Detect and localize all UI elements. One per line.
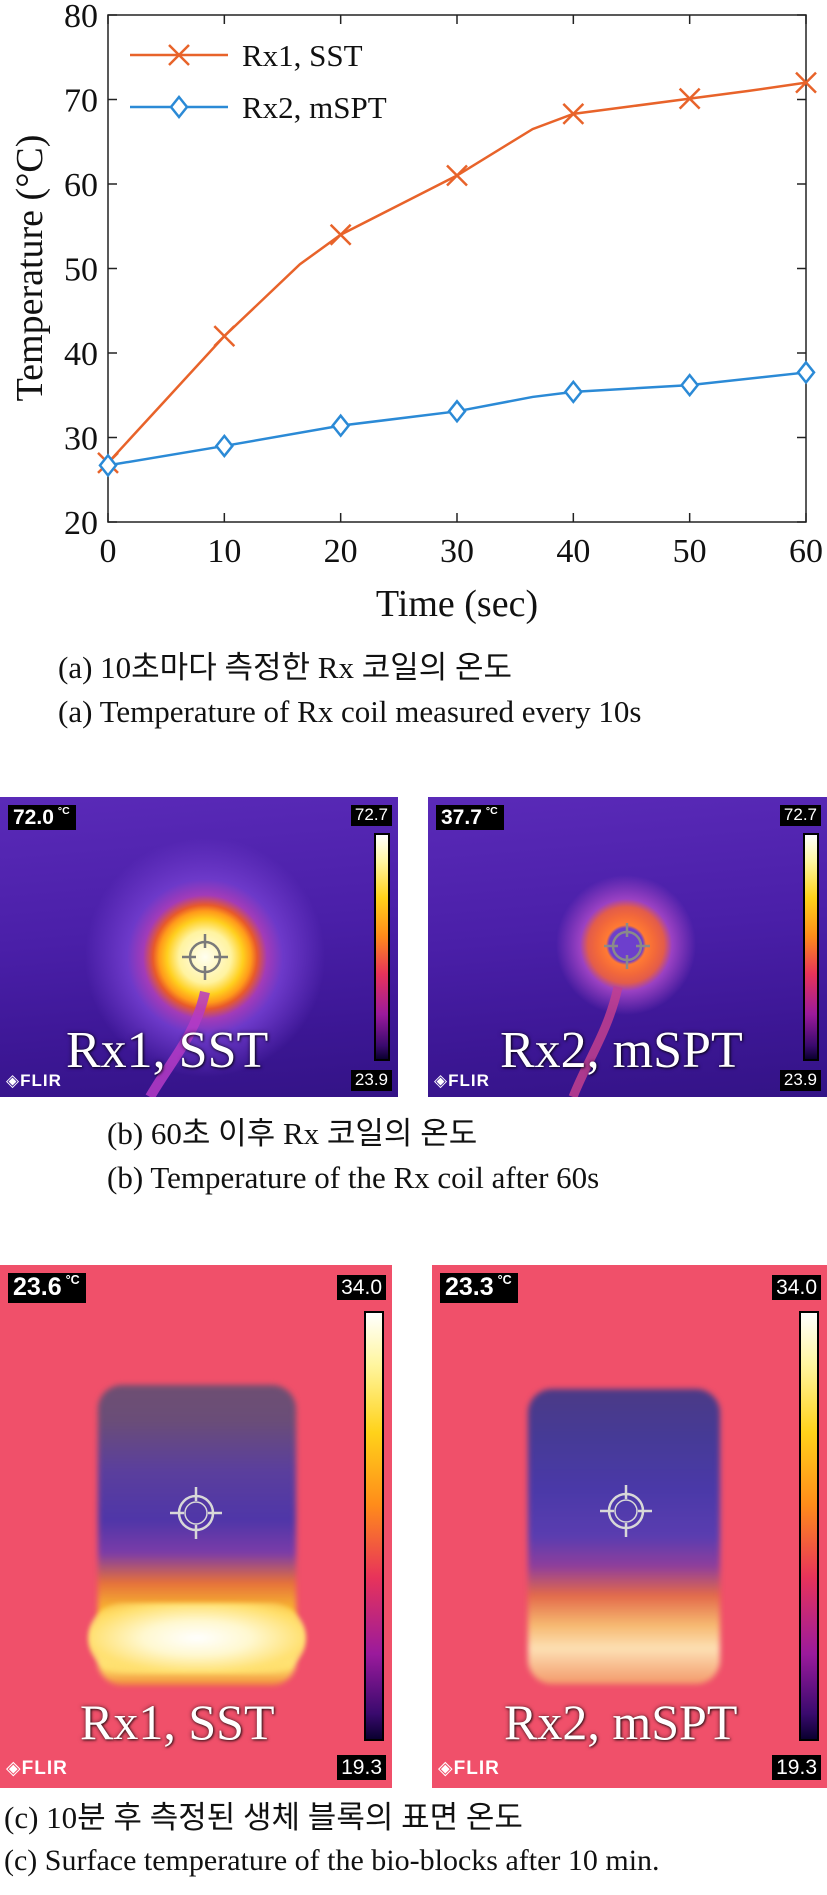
x-axis: 0 10 20 30 40 50 60 <box>100 15 823 570</box>
bio-block-body <box>528 1389 720 1684</box>
color-scale-bar <box>364 1311 384 1741</box>
data-point <box>562 102 585 125</box>
probe-cable-rx1 <box>145 990 210 1097</box>
x-tick-label: 40 <box>556 533 590 570</box>
y-tick-label: 60 <box>64 167 98 204</box>
plot-frame <box>107 14 807 523</box>
spot-temperature-readout: 23.3 °C <box>440 1273 518 1303</box>
spot-temperature-readout: 23.6 °C <box>8 1273 86 1303</box>
temperature-line-chart: 20 30 40 50 60 70 80 0 10 20 30 40 50 60 Temperature… <box>9 0 823 625</box>
scale-min-value: 23.9 <box>350 1070 392 1091</box>
y-tick-label: 20 <box>64 505 98 542</box>
x-tick-label: 50 <box>673 533 707 570</box>
thermal-image-b-rx1: 72.0 °C 72.7 23.9 Rx1, SST ◈FLIR <box>0 797 398 1097</box>
data-point <box>563 379 583 404</box>
x-tick-label: 20 <box>324 533 358 570</box>
y-tick-label: 50 <box>64 252 98 289</box>
caption-c-korean: (c) 10분 후 측정된 생체 블록의 표면 온도 <box>4 1800 523 1835</box>
data-point <box>678 87 701 110</box>
data-point <box>795 71 817 94</box>
color-scale-bar <box>799 1311 819 1741</box>
flir-logo: ◈FLIR <box>6 1071 62 1090</box>
y-tick-label: 70 <box>64 83 98 120</box>
caption-c-english: (c) Surface temperature of the bio-block… <box>4 1844 660 1877</box>
data-point <box>331 413 351 438</box>
legend-label: Rx1, SST <box>242 38 363 73</box>
thermal-image-b-rx2: 37.7 °C 72.7 23.9 Rx2, mSPT ◈FLIR <box>428 797 827 1097</box>
scale-min-value: 23.9 <box>779 1070 821 1091</box>
x-tick-label: 30 <box>440 533 474 570</box>
scale-max-value: 72.7 <box>350 805 392 826</box>
thermal-label: Rx2, mSPT <box>504 1694 738 1750</box>
data-point <box>680 373 700 398</box>
series-layer <box>97 71 817 478</box>
y-tick-label: 80 <box>64 0 98 35</box>
legend-marker <box>169 94 189 120</box>
scale-min-value: 19.3 <box>337 1754 386 1780</box>
y-tick-label: 40 <box>64 336 98 373</box>
color-scale-bar <box>374 833 390 1061</box>
bio-block-hot-band <box>88 1603 306 1673</box>
measurement-crosshair-icon <box>170 1487 222 1539</box>
measurement-crosshair-icon <box>600 1485 652 1537</box>
color-scale-bar <box>803 833 819 1061</box>
thermal-image-c-rx1: 23.6 °C 34.0 19.3 Rx1, SST ◈FLIR <box>0 1265 392 1788</box>
x-tick-label: 10 <box>207 533 241 570</box>
measurement-crosshair-icon <box>604 923 650 969</box>
data-point <box>213 325 236 347</box>
measurement-crosshair-icon <box>182 934 228 980</box>
caption-a-korean: (a) 10초마다 측정한 Rx 코일의 온도 <box>58 650 513 685</box>
series-line <box>107 371 807 467</box>
data-point <box>329 223 352 246</box>
data-point <box>446 164 468 187</box>
thermal-label: Rx1, SST <box>80 1694 275 1750</box>
data-point <box>214 433 234 458</box>
thermal-image-c-rx2: 23.3 °C 34.0 19.3 Rx2, mSPT ◈FLIR <box>432 1265 827 1788</box>
y-tick-label: 30 <box>64 421 98 458</box>
legend-label: Rx2, mSPT <box>242 90 387 125</box>
x-axis-label: Time (sec) <box>376 583 538 625</box>
legend-marker <box>168 44 190 66</box>
scale-max-value: 34.0 <box>772 1275 821 1301</box>
caption-a-english: (a) Temperature of Rx coil measured ever… <box>58 694 642 729</box>
scale-min-value: 19.3 <box>772 1754 821 1780</box>
data-point <box>98 453 118 478</box>
flir-logo: ◈FLIR <box>434 1071 490 1090</box>
x-tick-label: 60 <box>789 533 823 570</box>
scale-max-value: 34.0 <box>337 1275 386 1301</box>
data-point <box>447 399 467 424</box>
flir-logo: ◈FLIR <box>438 1758 500 1779</box>
legend: Rx1, SST Rx2, mSPT <box>130 38 387 125</box>
data-point <box>796 360 816 385</box>
y-axis-label: Temperature (°C) <box>9 135 51 402</box>
thermal-label: Rx2, mSPT <box>500 1022 743 1079</box>
scale-max-value: 72.7 <box>779 805 821 826</box>
thermal-label: Rx1, SST <box>66 1022 269 1079</box>
caption-b-korean: (b) 60초 이후 Rx 코일의 온도 <box>107 1116 478 1151</box>
flir-logo: ◈FLIR <box>6 1758 68 1779</box>
caption-b-english: (b) Temperature of the Rx coil after 60s <box>107 1160 600 1195</box>
probe-cable-rx2 <box>568 986 623 1097</box>
spot-temperature-readout: 72.0 °C <box>8 805 76 831</box>
series-2 <box>98 360 816 478</box>
x-tick-label: 0 <box>100 533 117 570</box>
y-axis: 20 30 40 50 60 70 80 <box>64 0 806 542</box>
spot-temperature-readout: 37.7 °C <box>436 805 504 831</box>
